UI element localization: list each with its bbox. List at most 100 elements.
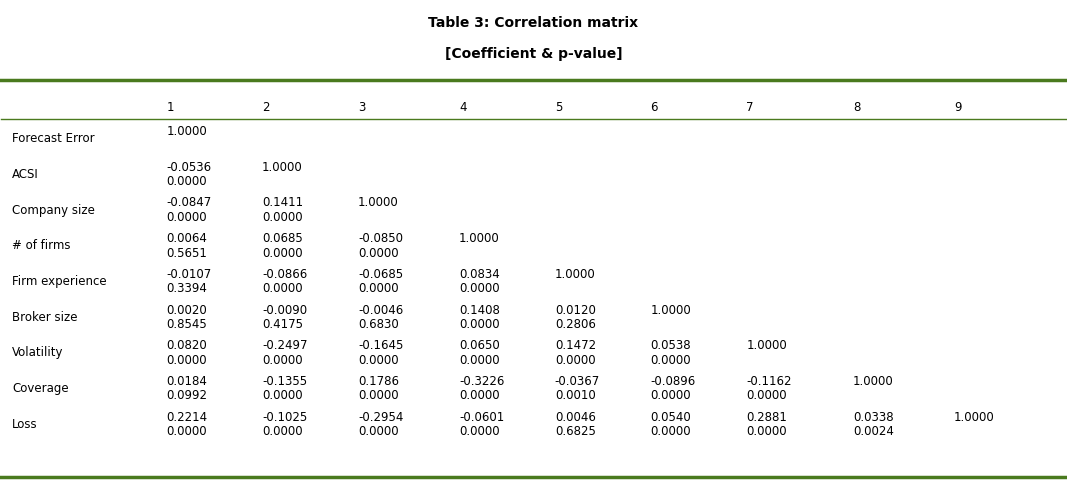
- Text: -0.1355: -0.1355: [262, 374, 307, 387]
- Text: 0.0000: 0.0000: [262, 246, 303, 259]
- Text: # of firms: # of firms: [12, 239, 70, 252]
- Text: 0.4175: 0.4175: [262, 318, 303, 330]
- Text: 0.0046: 0.0046: [555, 410, 595, 423]
- Text: 0.8545: 0.8545: [166, 318, 207, 330]
- Text: 0.0000: 0.0000: [262, 424, 303, 437]
- Text: 0.0000: 0.0000: [459, 282, 499, 295]
- Text: 7: 7: [746, 101, 754, 114]
- Text: 0.0024: 0.0024: [853, 424, 894, 437]
- Text: 0.0000: 0.0000: [357, 246, 399, 259]
- Text: 0.0000: 0.0000: [357, 424, 399, 437]
- Text: Firm experience: Firm experience: [12, 274, 107, 287]
- Text: 0.0120: 0.0120: [555, 303, 595, 316]
- Text: 0.0000: 0.0000: [555, 353, 595, 366]
- Text: 0.0538: 0.0538: [651, 338, 691, 351]
- Text: 0.2806: 0.2806: [555, 318, 595, 330]
- Text: -0.0685: -0.0685: [357, 267, 403, 280]
- Text: 0.0064: 0.0064: [166, 232, 207, 244]
- Text: 0.0000: 0.0000: [262, 211, 303, 224]
- Text: -0.1025: -0.1025: [262, 410, 307, 423]
- Text: 0.1472: 0.1472: [555, 338, 595, 351]
- Text: 1.0000: 1.0000: [651, 303, 691, 316]
- Text: 0.0000: 0.0000: [651, 353, 691, 366]
- Text: Volatility: Volatility: [12, 346, 64, 359]
- Text: Broker size: Broker size: [12, 310, 78, 323]
- Text: -0.0107: -0.0107: [166, 267, 211, 280]
- Text: 8: 8: [853, 101, 860, 114]
- Text: 0.0000: 0.0000: [459, 318, 499, 330]
- Text: 1.0000: 1.0000: [555, 267, 595, 280]
- Text: Forecast Error: Forecast Error: [12, 132, 95, 145]
- Text: -0.0601: -0.0601: [459, 410, 505, 423]
- Text: 0.0010: 0.0010: [555, 389, 595, 402]
- Text: 0.0000: 0.0000: [746, 424, 787, 437]
- Text: 0.0000: 0.0000: [459, 353, 499, 366]
- Text: -0.0046: -0.0046: [357, 303, 403, 316]
- Text: 0.0000: 0.0000: [357, 353, 399, 366]
- Text: 0.0000: 0.0000: [746, 389, 787, 402]
- Text: 0.6825: 0.6825: [555, 424, 595, 437]
- Text: ACSI: ACSI: [12, 167, 38, 181]
- Text: 0.2214: 0.2214: [166, 410, 207, 423]
- Text: 0.0000: 0.0000: [651, 424, 691, 437]
- Text: 0.0000: 0.0000: [262, 282, 303, 295]
- Text: 0.1786: 0.1786: [357, 374, 399, 387]
- Text: 0.0184: 0.0184: [166, 374, 207, 387]
- Text: 0.3394: 0.3394: [166, 282, 207, 295]
- Text: -0.0896: -0.0896: [651, 374, 696, 387]
- Text: 0.0650: 0.0650: [459, 338, 499, 351]
- Text: [Coefficient & p-value]: [Coefficient & p-value]: [445, 47, 622, 61]
- Text: Company size: Company size: [12, 203, 95, 216]
- Text: 0.0020: 0.0020: [166, 303, 207, 316]
- Text: 0.0338: 0.0338: [853, 410, 893, 423]
- Text: 0.0000: 0.0000: [166, 353, 207, 366]
- Text: 2: 2: [262, 101, 270, 114]
- Text: 0.0000: 0.0000: [651, 389, 691, 402]
- Text: 0.0834: 0.0834: [459, 267, 499, 280]
- Text: 0.1408: 0.1408: [459, 303, 499, 316]
- Text: 1.0000: 1.0000: [262, 160, 303, 173]
- Text: 0.0000: 0.0000: [262, 389, 303, 402]
- Text: 0.5651: 0.5651: [166, 246, 207, 259]
- Text: 0.0000: 0.0000: [459, 389, 499, 402]
- Text: 0.0000: 0.0000: [357, 282, 399, 295]
- Text: 0.6830: 0.6830: [357, 318, 399, 330]
- Text: 1.0000: 1.0000: [746, 338, 787, 351]
- Text: 1.0000: 1.0000: [459, 232, 499, 244]
- Text: -0.0850: -0.0850: [357, 232, 403, 244]
- Text: -0.1645: -0.1645: [357, 338, 403, 351]
- Text: 3: 3: [357, 101, 365, 114]
- Text: 0.0000: 0.0000: [166, 211, 207, 224]
- Text: -0.3226: -0.3226: [459, 374, 505, 387]
- Text: 1.0000: 1.0000: [357, 196, 399, 209]
- Text: 1: 1: [166, 101, 174, 114]
- Text: Table 3: Correlation matrix: Table 3: Correlation matrix: [429, 16, 638, 30]
- Text: 0.0540: 0.0540: [651, 410, 691, 423]
- Text: 0.0000: 0.0000: [459, 424, 499, 437]
- Text: -0.2954: -0.2954: [357, 410, 403, 423]
- Text: -0.0866: -0.0866: [262, 267, 307, 280]
- Text: 9: 9: [954, 101, 961, 114]
- Text: 1.0000: 1.0000: [954, 410, 994, 423]
- Text: 0.0992: 0.0992: [166, 389, 207, 402]
- Text: 0.0000: 0.0000: [166, 175, 207, 188]
- Text: -0.0090: -0.0090: [262, 303, 307, 316]
- Text: -0.0536: -0.0536: [166, 160, 211, 173]
- Text: -0.2497: -0.2497: [262, 338, 307, 351]
- Text: 0.0000: 0.0000: [262, 353, 303, 366]
- Text: -0.0367: -0.0367: [555, 374, 600, 387]
- Text: Coverage: Coverage: [12, 381, 68, 394]
- Text: 0.0000: 0.0000: [166, 424, 207, 437]
- Text: 0.1411: 0.1411: [262, 196, 303, 209]
- Text: Loss: Loss: [12, 417, 37, 430]
- Text: 1.0000: 1.0000: [166, 125, 207, 138]
- Text: 0.0000: 0.0000: [357, 389, 399, 402]
- Text: -0.0847: -0.0847: [166, 196, 211, 209]
- Text: 0.0685: 0.0685: [262, 232, 303, 244]
- Text: 4: 4: [459, 101, 466, 114]
- Text: 0.0820: 0.0820: [166, 338, 207, 351]
- Text: 0.2881: 0.2881: [746, 410, 787, 423]
- Text: 6: 6: [651, 101, 658, 114]
- Text: -0.1162: -0.1162: [746, 374, 792, 387]
- Text: 1.0000: 1.0000: [853, 374, 893, 387]
